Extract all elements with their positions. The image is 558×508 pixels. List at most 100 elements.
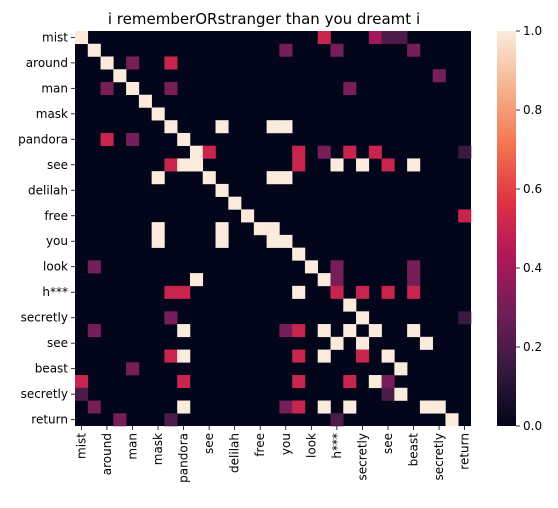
heatmap-cell xyxy=(292,349,306,363)
x-tick-label: see xyxy=(381,433,395,454)
heatmap-cell xyxy=(330,336,344,350)
heatmap-cell xyxy=(317,324,331,338)
heatmap-cell xyxy=(356,285,370,299)
heatmap-cell xyxy=(279,43,293,57)
heatmap-cell xyxy=(126,362,140,376)
heatmap-cell xyxy=(317,349,331,363)
x-tick-label: secretly xyxy=(355,433,369,480)
heatmap-cell xyxy=(87,43,101,57)
heatmap-cell xyxy=(177,324,191,338)
y-axis: mist around man mask pandora see delilah free yo… xyxy=(18,30,75,427)
heatmap-cell xyxy=(189,158,204,172)
y-tick-label: beast xyxy=(35,362,69,376)
heatmap-cell xyxy=(292,158,306,172)
heatmap-cell xyxy=(292,375,306,389)
x-tick-label: man xyxy=(125,433,139,460)
heatmap-cell xyxy=(100,81,114,96)
heatmap-cell xyxy=(164,413,178,427)
heatmap-cell xyxy=(407,260,421,274)
x-tick-label: see xyxy=(202,433,216,454)
heatmap-cell xyxy=(164,120,178,134)
heatmap-cell xyxy=(164,285,178,299)
heatmap-cell xyxy=(381,158,395,172)
y-tick-label: free xyxy=(44,209,68,223)
x-tick-label: mist xyxy=(74,433,88,459)
heatmap-cell xyxy=(432,69,446,83)
heatmap-cell xyxy=(279,400,293,414)
y-tick-label: see xyxy=(47,158,68,172)
heatmap-cell xyxy=(343,324,357,338)
heatmap-cell xyxy=(356,311,370,325)
heatmap-cell xyxy=(126,56,140,70)
x-tick-label: pandora xyxy=(177,433,191,483)
y-tick-label: secretly xyxy=(21,387,68,401)
heatmap-cell xyxy=(138,94,152,108)
heatmap-cell xyxy=(458,311,472,325)
heatmap-cell xyxy=(279,324,293,338)
heatmap-cell xyxy=(343,375,357,389)
heatmap-cell xyxy=(343,145,357,159)
heatmap-cell xyxy=(419,400,433,414)
heatmap-cell xyxy=(317,31,331,45)
y-tick-label: around xyxy=(26,56,68,70)
chart-title: i rememberORstranger than you dreamt i xyxy=(108,10,420,28)
heatmap-cell xyxy=(330,273,344,287)
heatmap-cell xyxy=(266,222,280,236)
heatmap-cell xyxy=(151,107,165,121)
heatmap-cell xyxy=(151,222,165,236)
heatmap-cell xyxy=(407,324,421,338)
heatmap-cell xyxy=(356,158,370,172)
heatmap-cell xyxy=(151,234,165,248)
heatmap-cell xyxy=(126,132,140,146)
x-tick-label: look xyxy=(304,433,318,458)
heatmap-cell xyxy=(266,120,280,134)
heatmap-cell xyxy=(407,158,421,172)
colorbar: 0.0 0.2 0.4 0.6 0.8 1.0 xyxy=(497,24,542,433)
heatmap-cell xyxy=(87,400,101,414)
heatmap-cell xyxy=(75,387,89,401)
y-tick-label: mist xyxy=(42,30,68,44)
heatmap-cell xyxy=(151,171,165,185)
heatmap-cell xyxy=(368,375,382,389)
heatmap-cell xyxy=(381,375,395,389)
colorbar-tick-label: 0.0 xyxy=(523,419,542,433)
heatmap-cell xyxy=(75,31,89,45)
heatmap-cell xyxy=(292,285,306,299)
heatmap-cell xyxy=(292,145,306,159)
x-tick-label: return xyxy=(458,433,472,470)
heatmap-cell xyxy=(126,81,140,96)
y-tick-label: you xyxy=(46,234,68,248)
heatmap-cell xyxy=(343,298,357,312)
colorbar-gradient xyxy=(497,31,516,426)
x-tick-label: h*** xyxy=(330,433,344,459)
y-tick-label: mask xyxy=(36,107,68,121)
x-tick-label: mask xyxy=(151,433,165,465)
heatmap-cell xyxy=(394,387,408,401)
heatmap-cell xyxy=(381,31,395,45)
heatmap-cell xyxy=(419,336,433,350)
heatmap-cell xyxy=(368,324,382,338)
heatmap-cell xyxy=(317,400,331,414)
heatmap-cell xyxy=(445,413,459,427)
heatmap-cell xyxy=(215,120,229,134)
heatmap-cell xyxy=(394,31,408,45)
heatmap-cell xyxy=(368,145,382,159)
x-axis: mist around man mask pandora see delilah free yo… xyxy=(74,426,472,483)
heatmap-cell xyxy=(164,349,178,363)
heatmap-cell xyxy=(407,285,421,299)
heatmap-cell xyxy=(458,145,472,159)
y-tick-label: pandora xyxy=(18,132,68,146)
heatmap-cell xyxy=(241,209,255,223)
colorbar-tick-label: 1.0 xyxy=(523,24,542,38)
heatmap-cell xyxy=(177,375,191,389)
y-tick-label: see xyxy=(47,336,68,350)
heatmap-cell xyxy=(87,260,101,274)
heatmap-cell xyxy=(266,234,280,248)
x-tick-label: beast xyxy=(407,433,421,467)
heatmap-cell xyxy=(215,222,229,236)
heatmap-cell xyxy=(279,171,293,185)
heatmap-cell xyxy=(228,196,242,210)
heatmap-cell xyxy=(330,285,344,299)
x-tick-label: delilah xyxy=(228,433,242,473)
